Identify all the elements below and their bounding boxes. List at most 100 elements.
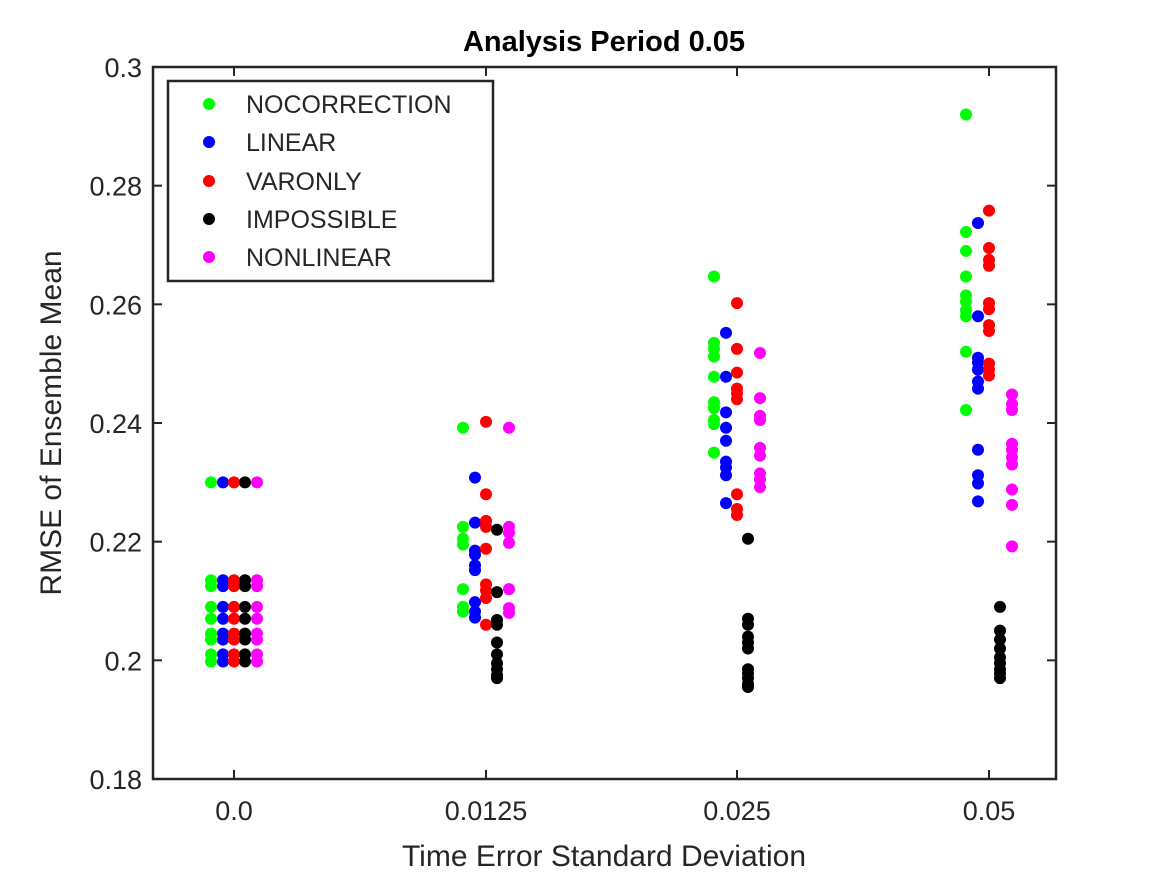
data-point — [503, 606, 515, 619]
data-point — [251, 655, 263, 668]
x-tick-label: 0.0 — [215, 796, 253, 826]
data-point — [469, 596, 481, 609]
data-point — [731, 393, 743, 406]
data-point — [720, 370, 732, 383]
data-point — [217, 655, 229, 668]
data-point — [983, 241, 995, 254]
data-point — [720, 406, 732, 419]
legend-label: LINEAR — [246, 129, 336, 157]
data-point — [731, 297, 743, 310]
data-point — [960, 270, 972, 283]
series-nonlinear — [251, 346, 1018, 668]
data-point — [469, 611, 481, 624]
data-point — [228, 600, 240, 613]
data-point — [1006, 540, 1018, 553]
data-point — [239, 476, 251, 489]
data-point — [983, 325, 995, 338]
data-point — [754, 481, 766, 494]
data-point — [239, 655, 251, 668]
data-point — [972, 469, 984, 482]
data-point — [972, 477, 984, 490]
data-point — [731, 508, 743, 521]
data-point — [503, 526, 515, 539]
data-point — [972, 217, 984, 230]
data-point — [469, 548, 481, 561]
legend-label: NONLINEAR — [246, 244, 392, 272]
data-point — [251, 633, 263, 646]
y-tick-label: 0.2 — [104, 646, 142, 676]
data-point — [239, 580, 251, 593]
data-point — [731, 366, 743, 379]
data-point — [457, 421, 469, 434]
data-point — [457, 583, 469, 596]
x-axis-label: Time Error Standard Deviation — [402, 840, 806, 873]
data-point — [469, 471, 481, 484]
series-impossible — [239, 476, 1006, 694]
data-point — [228, 633, 240, 646]
series-varonly — [228, 204, 995, 668]
data-point — [217, 476, 229, 489]
data-point — [960, 244, 972, 257]
x-tick-label: 0.025 — [703, 796, 771, 826]
data-point — [742, 681, 754, 694]
data-point — [480, 415, 492, 428]
data-point — [1006, 388, 1018, 401]
data-point — [754, 346, 766, 359]
data-point — [503, 536, 515, 549]
data-point — [205, 633, 217, 646]
data-point — [754, 449, 766, 462]
data-point — [983, 369, 995, 382]
data-point — [217, 580, 229, 593]
data-point — [205, 612, 217, 625]
data-point — [480, 592, 492, 605]
legend: NOCORRECTION LINEAR VARONLY IMPOSSIBLE NONLI… — [166, 79, 495, 283]
data-point — [205, 476, 217, 489]
y-axis-label: RMSE of Ensemble Mean — [35, 250, 68, 595]
legend-marker — [203, 98, 215, 110]
data-markers — [205, 108, 1018, 694]
data-point — [720, 326, 732, 339]
data-point — [251, 476, 263, 489]
data-point — [994, 672, 1006, 685]
data-point — [491, 648, 503, 661]
data-point — [708, 370, 720, 383]
legend-item-nonlinear: NONLINEAR — [203, 244, 392, 272]
legend-marker — [203, 251, 215, 263]
data-point — [1006, 458, 1018, 471]
data-point — [960, 225, 972, 238]
data-point — [983, 259, 995, 272]
y-tick-label: 0.22 — [89, 528, 142, 558]
data-point — [217, 633, 229, 646]
data-point — [1006, 403, 1018, 416]
data-point — [251, 612, 263, 625]
data-point — [205, 600, 217, 613]
x-tick-label: 0.0125 — [445, 796, 528, 826]
legend-marker — [203, 213, 215, 225]
data-point — [994, 633, 1006, 646]
data-point — [239, 612, 251, 625]
legend-label: VARONLY — [246, 168, 362, 196]
data-point — [251, 600, 263, 613]
y-tick-label: 0.3 — [104, 53, 142, 83]
data-point — [239, 633, 251, 646]
y-tick-label: 0.18 — [89, 765, 142, 795]
data-point — [228, 612, 240, 625]
data-point — [983, 303, 995, 316]
data-point — [960, 345, 972, 358]
data-point — [469, 564, 481, 577]
data-point — [480, 520, 492, 533]
data-point — [731, 342, 743, 355]
data-point — [480, 542, 492, 555]
data-point — [983, 204, 995, 217]
data-point — [708, 350, 720, 363]
data-point — [228, 580, 240, 593]
data-point — [720, 421, 732, 434]
data-point — [960, 310, 972, 323]
data-point — [491, 672, 503, 685]
data-point — [972, 495, 984, 508]
data-point — [960, 295, 972, 308]
data-point — [754, 392, 766, 405]
x-tick-label: 0.05 — [963, 796, 1016, 826]
data-point — [228, 655, 240, 668]
data-point — [1006, 483, 1018, 496]
